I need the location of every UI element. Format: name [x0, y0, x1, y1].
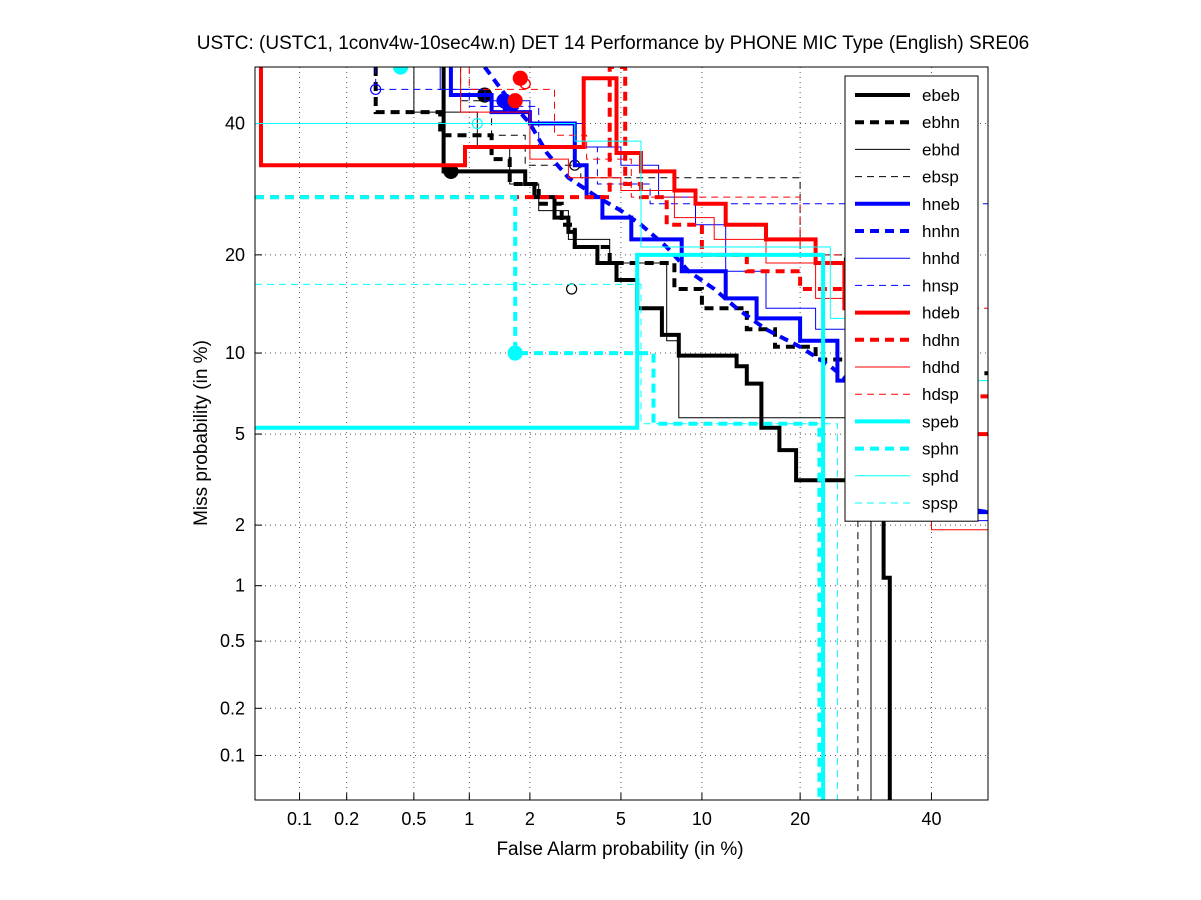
- legend-label-spsp: spsp: [922, 494, 958, 513]
- legend-label-ebsp: ebsp: [922, 168, 959, 187]
- legend-label-speb: speb: [922, 412, 959, 431]
- operating-point-speb: [392, 67, 409, 75]
- series-line-spsp: [255, 283, 838, 800]
- y-tick-label: 20: [225, 245, 245, 265]
- x-tick-label: 20: [790, 809, 810, 829]
- x-axis-title: False Alarm probability (in %): [496, 839, 743, 860]
- operating-point-sphn: [507, 345, 523, 361]
- x-tick-label: 5: [616, 809, 626, 829]
- legend-label-hnhd: hnhd: [922, 249, 960, 268]
- operating-point-hdsp: [519, 78, 531, 90]
- series-line-ebhd: [413, 67, 872, 800]
- operating-point-spsp: [394, 67, 407, 73]
- legend-label-ebeb: ebeb: [922, 86, 960, 105]
- legend-label-sphd: sphd: [922, 467, 959, 486]
- x-tick-label: 0.1: [287, 809, 312, 829]
- operating-point-hdeb: [507, 93, 523, 109]
- x-tick-label: 0.2: [334, 809, 359, 829]
- legend-label-hdhd: hdhd: [922, 358, 960, 377]
- legend-label-ebhd: ebhd: [922, 140, 960, 159]
- legend: ebeb ebhn ebhd ebsp hneb hnhn hnhd hnsp hdeb hdhn…: [844, 75, 979, 522]
- y-tick-label: 10: [225, 343, 245, 363]
- series-line-sphn: [255, 195, 822, 800]
- y-tick-label: 40: [225, 114, 245, 134]
- series-line-ebeb: [441, 67, 892, 800]
- x-tick-label: 2: [525, 809, 535, 829]
- legend-label-hdsp: hdsp: [922, 385, 959, 404]
- legend-label-hneb: hneb: [922, 195, 960, 214]
- y-tick-label: 0.2: [220, 698, 245, 718]
- chart-title: USTC: (USTC1, 1conv4w-10sec4w.n) DET 14 …: [197, 33, 1029, 54]
- legend-label-ebhn: ebhn: [922, 113, 960, 132]
- y-tick-label: 1: [235, 576, 245, 596]
- legend-label-sphn: sphn: [922, 440, 959, 459]
- legend-label-hnsp: hnsp: [922, 276, 959, 295]
- series-line-speb: [255, 252, 826, 800]
- tick-labels: 0.1 0.2 0.5 1 2 5 10 20 40 0.1 0.2 0.5 1 2 5 10 20 40: [220, 114, 942, 829]
- y-tick-label: 0.1: [220, 745, 245, 765]
- y-tick-label: 0.5: [220, 631, 245, 651]
- y-tick-label: 2: [235, 515, 245, 535]
- plot-frame: [254, 66, 989, 801]
- legend-label-hnhn: hnhn: [922, 222, 960, 241]
- x-tick-label: 10: [692, 809, 712, 829]
- operating-point-sphd: [471, 117, 483, 130]
- legend-box: [844, 75, 979, 522]
- x-tick-label: 0.5: [401, 809, 426, 829]
- x-tick-label: 1: [464, 809, 474, 829]
- x-tick-label: 40: [921, 809, 941, 829]
- legend-label-hdeb: hdeb: [922, 304, 960, 323]
- operating-point-hnsp: [370, 83, 382, 96]
- legend-label-hdhn: hdhn: [922, 331, 960, 350]
- y-axis-title: Miss probability (in %): [191, 340, 212, 526]
- y-tick-label: 5: [235, 424, 245, 444]
